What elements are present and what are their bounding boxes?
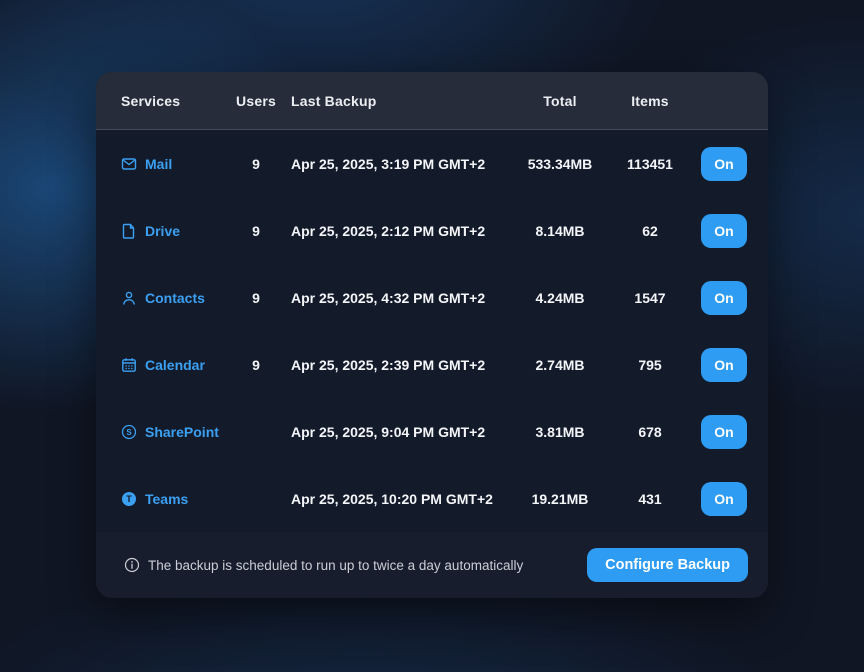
items-count: 795 bbox=[638, 356, 662, 373]
column-header-items: Items bbox=[631, 92, 669, 109]
table-row-calendar: Calendar 9 Apr 25, 2025, 2:39 PM GMT+2 2… bbox=[96, 331, 768, 398]
backup-schedule-note: The backup is scheduled to run up to twi… bbox=[124, 557, 523, 573]
table-row-contacts: Contacts 9 Apr 25, 2025, 4:32 PM GMT+2 4… bbox=[96, 264, 768, 331]
last-backup-time: Apr 25, 2025, 2:12 PM GMT+2 bbox=[291, 222, 486, 239]
column-header-last-backup: Last Backup bbox=[291, 92, 377, 109]
configure-backup-button[interactable]: Configure Backup bbox=[587, 548, 748, 582]
info-icon bbox=[124, 557, 140, 573]
backup-toggle-contacts[interactable]: On bbox=[701, 280, 747, 315]
items-count: 113451 bbox=[627, 155, 673, 172]
calendar-icon bbox=[121, 357, 137, 373]
last-backup-time: Apr 25, 2025, 2:39 PM GMT+2 bbox=[291, 356, 486, 373]
table-row-sharepoint: S SharePoint Apr 25, 2025, 9:04 PM GMT+2… bbox=[96, 398, 768, 465]
backup-toggle-sharepoint[interactable]: On bbox=[701, 414, 747, 449]
backup-toggle-mail[interactable]: On bbox=[701, 146, 747, 181]
total-size: 2.74MB bbox=[535, 356, 585, 373]
table-body: Mail 9 Apr 25, 2025, 3:19 PM GMT+2 533.3… bbox=[96, 130, 768, 532]
backup-toggle-drive[interactable]: On bbox=[701, 213, 747, 248]
last-backup-time: Apr 25, 2025, 9:04 PM GMT+2 bbox=[291, 423, 486, 440]
table-row-teams: T Teams Apr 25, 2025, 10:20 PM GMT+2 19.… bbox=[96, 465, 768, 532]
table-footer: The backup is scheduled to run up to twi… bbox=[96, 532, 768, 598]
backup-toggle-calendar[interactable]: On bbox=[701, 347, 747, 382]
service-link-contacts[interactable]: Contacts bbox=[145, 289, 205, 306]
items-count: 431 bbox=[638, 490, 662, 507]
last-backup-time: Apr 25, 2025, 4:32 PM GMT+2 bbox=[291, 289, 486, 306]
total-size: 8.14MB bbox=[535, 222, 585, 239]
column-header-services: Services bbox=[121, 92, 181, 109]
table-header: Services Users Last Backup Total Items bbox=[96, 72, 768, 130]
svg-text:S: S bbox=[126, 428, 132, 437]
users-count: 9 bbox=[252, 356, 260, 373]
backup-toggle-teams[interactable]: On bbox=[701, 481, 747, 516]
table-row-mail: Mail 9 Apr 25, 2025, 3:19 PM GMT+2 533.3… bbox=[96, 130, 768, 197]
service-link-drive[interactable]: Drive bbox=[145, 222, 181, 239]
items-count: 678 bbox=[638, 423, 662, 440]
total-size: 533.34MB bbox=[527, 155, 593, 172]
users-count: 9 bbox=[252, 222, 260, 239]
mail-icon bbox=[121, 156, 137, 172]
contacts-icon bbox=[121, 290, 137, 306]
svg-text:T: T bbox=[126, 494, 132, 504]
column-header-total: Total bbox=[543, 92, 577, 109]
service-link-teams[interactable]: Teams bbox=[145, 490, 189, 507]
sharepoint-icon: S bbox=[121, 424, 137, 440]
last-backup-time: Apr 25, 2025, 3:19 PM GMT+2 bbox=[291, 155, 486, 172]
total-size: 4.24MB bbox=[535, 289, 585, 306]
service-link-calendar[interactable]: Calendar bbox=[145, 356, 205, 373]
table-row-drive: Drive 9 Apr 25, 2025, 2:12 PM GMT+2 8.14… bbox=[96, 197, 768, 264]
column-header-users: Users bbox=[236, 92, 276, 109]
users-count: 9 bbox=[252, 289, 260, 306]
total-size: 3.81MB bbox=[535, 423, 585, 440]
items-count: 62 bbox=[642, 222, 658, 239]
teams-icon: T bbox=[121, 491, 137, 507]
service-link-mail[interactable]: Mail bbox=[145, 155, 173, 172]
users-count: 9 bbox=[252, 155, 260, 172]
backup-services-panel: Services Users Last Backup Total Items M… bbox=[96, 72, 768, 598]
items-count: 1547 bbox=[634, 289, 666, 306]
service-link-sharepoint[interactable]: SharePoint bbox=[145, 423, 219, 440]
last-backup-time: Apr 25, 2025, 10:20 PM GMT+2 bbox=[291, 490, 493, 507]
total-size: 19.21MB bbox=[531, 490, 589, 507]
file-icon bbox=[121, 223, 137, 239]
